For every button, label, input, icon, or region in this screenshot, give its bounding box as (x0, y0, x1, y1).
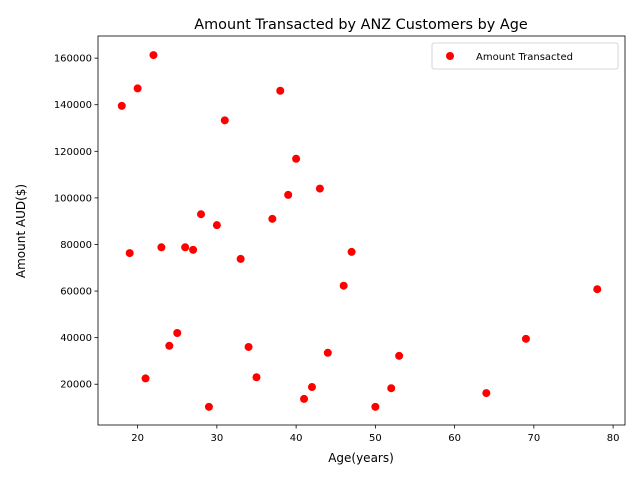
x-tick-label: 80 (607, 433, 620, 444)
x-axis-label: Age(years) (328, 451, 394, 465)
legend-marker (446, 52, 454, 60)
data-point (157, 243, 166, 252)
legend: Amount Transacted (431, 42, 619, 70)
data-point (315, 184, 324, 193)
y-tick-label: 160000 (54, 54, 92, 65)
data-point (323, 348, 332, 357)
data-point (212, 221, 221, 230)
y-tick-label: 40000 (60, 333, 92, 344)
data-point (125, 249, 134, 258)
data-point (268, 214, 277, 223)
x-axis-ticks: 20 30 40 50 60 70 80 (131, 425, 619, 444)
data-points (117, 51, 602, 411)
plot-area (98, 36, 625, 425)
y-tick-label: 80000 (60, 240, 92, 251)
axes-frame (97, 35, 626, 426)
data-point (133, 84, 142, 93)
data-point (347, 247, 356, 256)
y-axis-ticks: 20000 40000 60000 80000 100000 120000 140000 16… (54, 54, 98, 391)
data-point (292, 154, 301, 163)
data-point (197, 210, 206, 219)
y-axis-label: Amount AUD($) (14, 184, 28, 278)
data-point (181, 243, 190, 252)
y-tick-label: 120000 (54, 147, 92, 158)
data-point (387, 384, 396, 393)
x-tick-label: 70 (527, 433, 540, 444)
chart-title: Amount Transacted by ANZ Customers by Ag… (194, 17, 528, 33)
data-point (371, 402, 380, 411)
x-tick-label: 30 (211, 433, 224, 444)
data-point (593, 285, 602, 294)
data-point (173, 328, 182, 337)
x-tick-label: 60 (448, 433, 461, 444)
data-point (236, 254, 245, 263)
data-point (252, 373, 261, 382)
data-point (307, 383, 316, 392)
data-point (395, 351, 404, 360)
y-tick-label: 20000 (60, 380, 92, 391)
data-point (141, 374, 150, 383)
data-point (220, 116, 229, 125)
data-point (276, 86, 285, 95)
data-point (204, 402, 213, 411)
legend-box (431, 42, 619, 70)
data-point (521, 334, 530, 343)
data-point (117, 101, 126, 110)
x-tick-label: 20 (131, 433, 144, 444)
data-point (149, 51, 158, 60)
data-point (284, 190, 293, 199)
data-point (244, 342, 253, 351)
data-point (482, 389, 491, 398)
x-tick-label: 40 (290, 433, 303, 444)
legend-label: Amount Transacted (476, 52, 573, 63)
y-tick-label: 60000 (60, 287, 92, 298)
y-tick-label: 140000 (54, 100, 92, 111)
y-tick-label: 100000 (54, 193, 92, 204)
data-point (165, 341, 174, 350)
data-point (189, 245, 198, 254)
data-point (339, 281, 348, 290)
data-point (300, 394, 309, 403)
x-tick-label: 50 (369, 433, 382, 444)
